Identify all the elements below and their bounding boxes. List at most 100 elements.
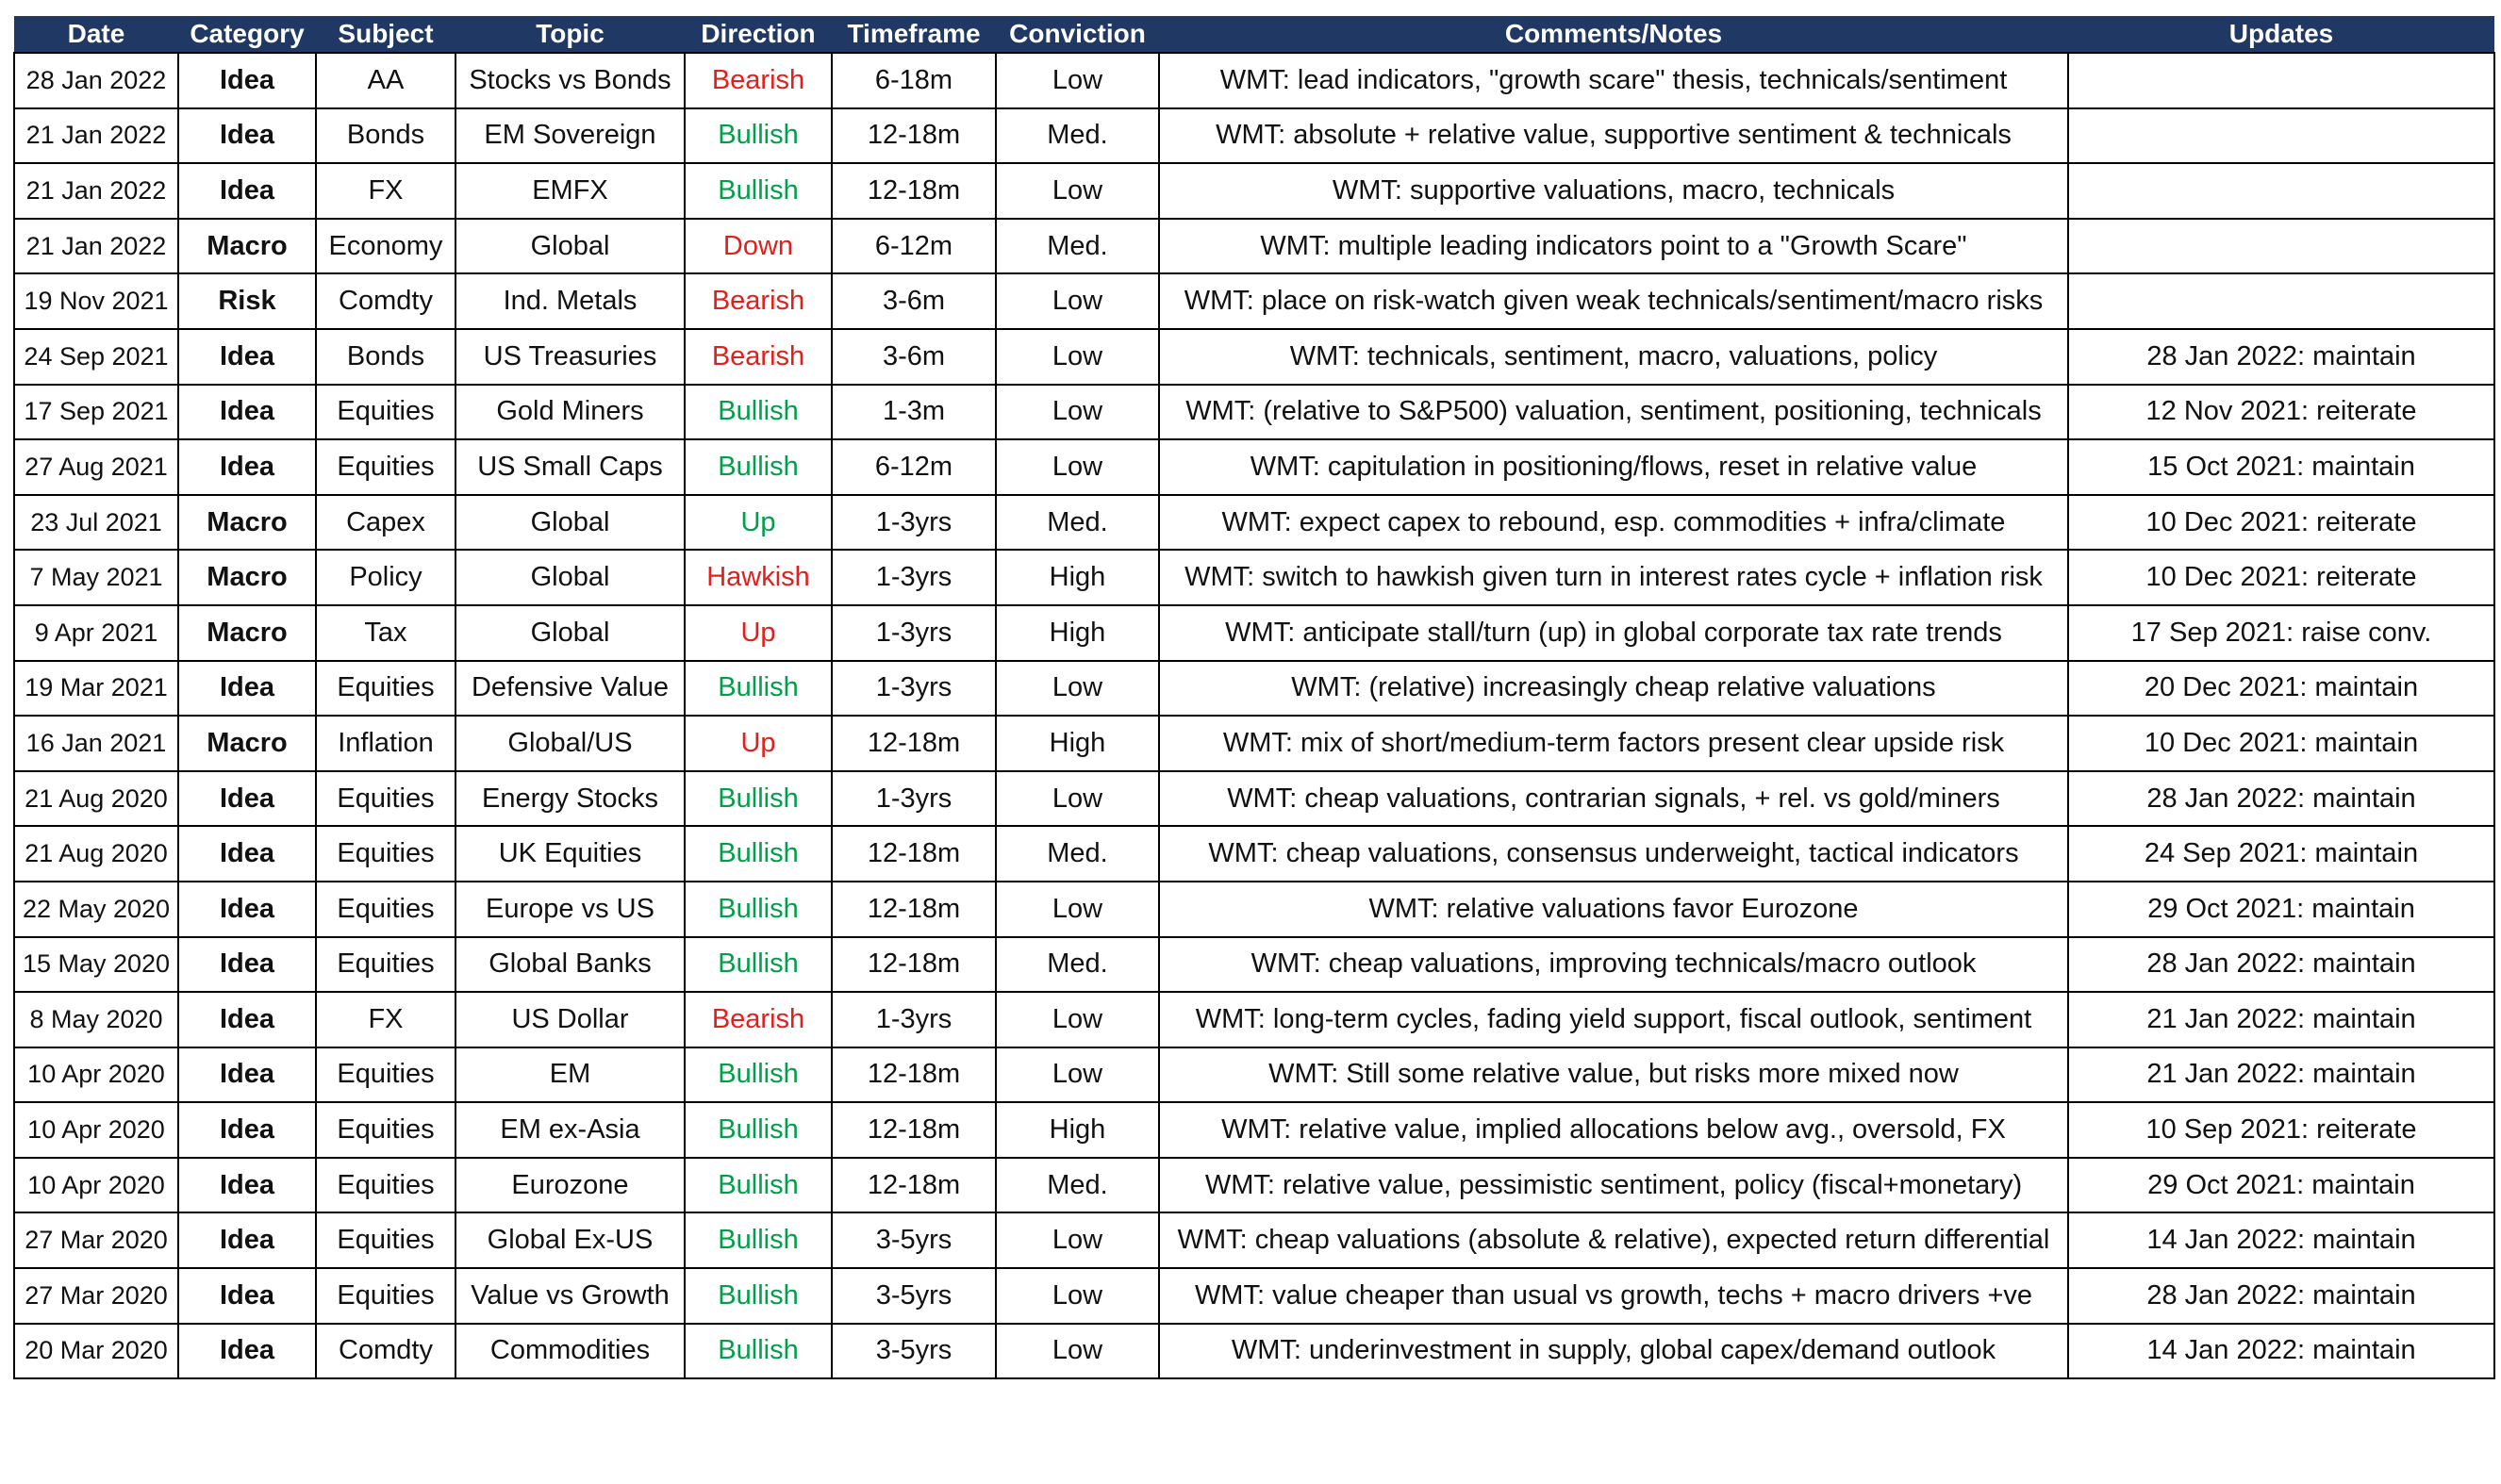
- table-row: 27 Mar 2020 Idea Equities Value vs Growth Bu…: [13, 1267, 2495, 1325]
- date-cell: 20 Mar 2020: [13, 1322, 179, 1380]
- table-row: 21 Aug 2020 Idea Equities Energy Stocks Bull…: [13, 769, 2495, 828]
- category-cell: Idea: [177, 1267, 317, 1325]
- subject-cell: FX: [315, 162, 456, 220]
- date-cell: 10 Apr 2020: [13, 1101, 179, 1159]
- table-row: 15 May 2020 Idea Equities Global Banks Bulli…: [13, 935, 2495, 994]
- updates-cell: 17 Sep 2021: raise conv.: [2067, 603, 2495, 662]
- table-row: 24 Sep 2021 Idea Bonds US Treasuries Bearish…: [13, 327, 2495, 386]
- direction-cell: Up: [684, 603, 833, 662]
- updates-cell: 21 Jan 2022: maintain: [2067, 991, 2495, 1048]
- conviction-cell: Low: [995, 438, 1160, 496]
- comments-cell: WMT: switch to hawkish given turn in int…: [1158, 549, 2069, 606]
- comments-cell: WMT: expect capex to rebound, esp. commo…: [1158, 493, 2069, 552]
- table-row: 21 Jan 2022 Idea Bonds EM Sovereign Bullish 1…: [13, 107, 2495, 165]
- direction-cell: Bullish: [684, 659, 833, 717]
- conviction-cell: High: [995, 1101, 1160, 1159]
- table-row: 17 Sep 2021 Idea Equities Gold Miners Bullis…: [13, 383, 2495, 441]
- timeframe-cell: 1-3yrs: [831, 603, 997, 662]
- direction-cell: Up: [684, 715, 833, 772]
- topic-cell: EMFX: [455, 162, 686, 220]
- direction-cell: Bullish: [684, 162, 833, 220]
- timeframe-cell: 3-6m: [831, 327, 997, 386]
- updates-cell: 29 Oct 2021: maintain: [2067, 880, 2495, 938]
- conviction-cell: Low: [995, 991, 1160, 1048]
- date-cell: 28 Jan 2022: [13, 52, 179, 109]
- timeframe-cell: 6-12m: [831, 438, 997, 496]
- conviction-cell: Med.: [995, 1156, 1160, 1214]
- timeframe-cell: 3-6m: [831, 272, 997, 330]
- direction-cell: Bullish: [684, 1212, 833, 1270]
- date-cell: 16 Jan 2021: [13, 715, 179, 772]
- timeframe-cell: 12-18m: [831, 1101, 997, 1159]
- header-row: Date Category Subject Topic Direction Ti…: [14, 16, 2494, 53]
- updates-cell: 14 Jan 2022: maintain: [2067, 1212, 2495, 1270]
- conviction-cell: Low: [995, 327, 1160, 386]
- header-conviction: Conviction: [996, 16, 1159, 53]
- date-cell: 21 Jan 2022: [13, 107, 179, 165]
- category-cell: Idea: [177, 1046, 317, 1104]
- topic-cell: Europe vs US: [455, 880, 686, 938]
- subject-cell: AA: [315, 52, 456, 109]
- timeframe-cell: 3-5yrs: [831, 1322, 997, 1380]
- comments-cell: WMT: lead indicators, "growth scare" the…: [1158, 52, 2069, 109]
- comments-cell: WMT: cheap valuations, improving technic…: [1158, 935, 2069, 994]
- updates-cell: 14 Jan 2022: maintain: [2067, 1322, 2495, 1380]
- topic-cell: Global: [455, 493, 686, 552]
- updates-cell: 28 Jan 2022: maintain: [2067, 769, 2495, 828]
- table-row: 21 Jan 2022 Idea FX EMFX Bullish 12-18m Low WMT…: [13, 162, 2495, 220]
- subject-cell: Equities: [315, 825, 456, 882]
- category-cell: Macro: [177, 603, 317, 662]
- comments-cell: WMT: relative valuations favor Eurozone: [1158, 880, 2069, 938]
- comments-cell: WMT: cheap valuations, contrarian signal…: [1158, 769, 2069, 828]
- updates-cell: 10 Dec 2021: reiterate: [2067, 493, 2495, 552]
- conviction-cell: Low: [995, 1212, 1160, 1270]
- conviction-cell: Med.: [995, 493, 1160, 552]
- comments-cell: WMT: absolute + relative value, supporti…: [1158, 107, 2069, 165]
- direction-cell: Bearish: [684, 272, 833, 330]
- category-cell: Macro: [177, 549, 317, 606]
- direction-cell: Bullish: [684, 769, 833, 828]
- subject-cell: Equities: [315, 880, 456, 938]
- comments-cell: WMT: Still some relative value, but risk…: [1158, 1046, 2069, 1104]
- topic-cell: Gold Miners: [455, 383, 686, 441]
- timeframe-cell: 1-3yrs: [831, 659, 997, 717]
- conviction-cell: Med.: [995, 935, 1160, 994]
- table-row: 10 Apr 2020 Idea Equities EM Bullish 12-18m Lo…: [13, 1046, 2495, 1104]
- subject-cell: Equities: [315, 1101, 456, 1159]
- updates-cell: [2067, 52, 2495, 109]
- timeframe-cell: 12-18m: [831, 880, 997, 938]
- updates-cell: [2067, 272, 2495, 330]
- table-row: 10 Apr 2020 Idea Equities EM ex-Asia Bullish…: [13, 1101, 2495, 1159]
- direction-cell: Up: [684, 493, 833, 552]
- conviction-cell: Low: [995, 1267, 1160, 1325]
- timeframe-cell: 3-5yrs: [831, 1267, 997, 1325]
- date-cell: 7 May 2021: [13, 549, 179, 606]
- subject-cell: Equities: [315, 935, 456, 994]
- category-cell: Idea: [177, 52, 317, 109]
- topic-cell: Global/US: [455, 715, 686, 772]
- table-row: 27 Aug 2021 Idea Equities US Small Caps Bull…: [13, 438, 2495, 496]
- date-cell: 21 Aug 2020: [13, 769, 179, 828]
- category-cell: Macro: [177, 493, 317, 552]
- conviction-cell: Low: [995, 272, 1160, 330]
- date-cell: 27 Mar 2020: [13, 1212, 179, 1270]
- comments-cell: WMT: capitulation in positioning/flows, …: [1158, 438, 2069, 496]
- category-cell: Idea: [177, 825, 317, 882]
- comments-cell: WMT: relative value, pessimistic sentime…: [1158, 1156, 2069, 1214]
- updates-cell: 28 Jan 2022: maintain: [2067, 327, 2495, 386]
- conviction-cell: Low: [995, 769, 1160, 828]
- subject-cell: Equities: [315, 1267, 456, 1325]
- conviction-cell: Low: [995, 383, 1160, 441]
- comments-cell: WMT: mix of short/medium-term factors pr…: [1158, 715, 2069, 772]
- topic-cell: Global: [455, 549, 686, 606]
- topic-cell: UK Equities: [455, 825, 686, 882]
- direction-cell: Bullish: [684, 880, 833, 938]
- direction-cell: Bearish: [684, 991, 833, 1048]
- header-direction: Direction: [685, 16, 832, 53]
- direction-cell: Bullish: [684, 1267, 833, 1325]
- table-row: 10 Apr 2020 Idea Equities Eurozone Bullish 12…: [13, 1156, 2495, 1214]
- topic-cell: EM Sovereign: [455, 107, 686, 165]
- comments-cell: WMT: underinvestment in supply, global c…: [1158, 1322, 2069, 1380]
- date-cell: 22 May 2020: [13, 880, 179, 938]
- timeframe-cell: 12-18m: [831, 1156, 997, 1214]
